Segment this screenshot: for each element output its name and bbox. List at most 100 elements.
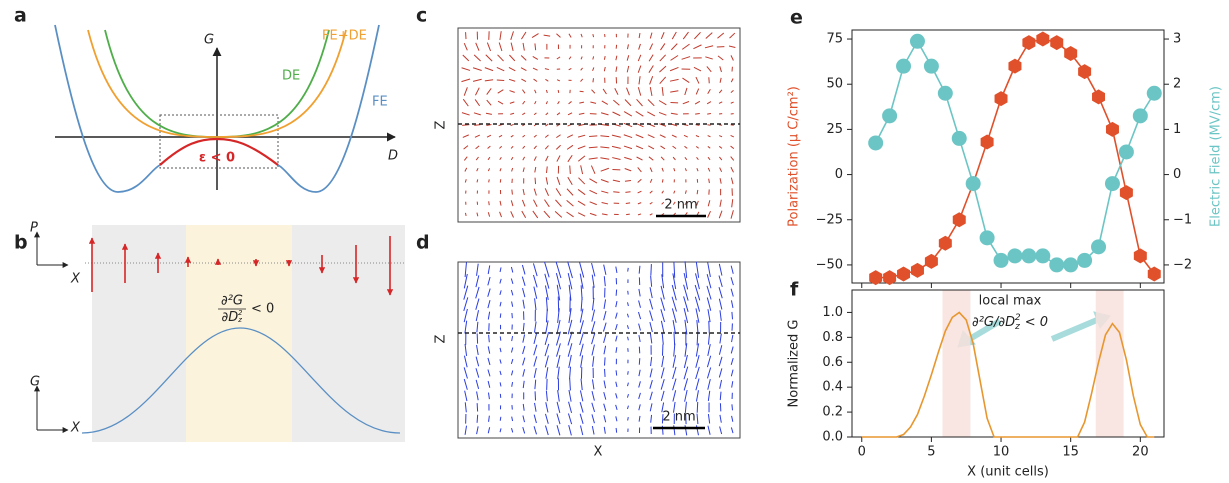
- field-arrow: [463, 145, 469, 150]
- field-arrow: [568, 425, 572, 436]
- field-arrow: [671, 308, 677, 323]
- field-arrow: [544, 188, 550, 196]
- field-arrow: [601, 213, 608, 216]
- field-arrow: [649, 298, 654, 310]
- field-arrow: [580, 56, 583, 60]
- field-arrow: [671, 134, 677, 138]
- field-arrow: [567, 343, 573, 357]
- field-arrow: [638, 33, 641, 39]
- field-arrow: [684, 389, 688, 402]
- field-arrow: [486, 99, 492, 106]
- field-arrow: [638, 323, 641, 331]
- scale-bar-label: 2 nm: [664, 198, 697, 213]
- field-arrow: [718, 101, 723, 104]
- field-arrow: [603, 310, 607, 321]
- field-arrow: [544, 134, 549, 138]
- field-arrow: [637, 311, 642, 320]
- field-arrow: [730, 89, 734, 94]
- field-arrow: [464, 343, 468, 357]
- point: [1146, 85, 1162, 101]
- field-arrow: [591, 321, 596, 334]
- field-arrow: [673, 343, 676, 357]
- field-arrow: [580, 425, 584, 436]
- field-arrow: [603, 345, 607, 355]
- field-arrow: [614, 88, 619, 95]
- field-arrow: [660, 297, 666, 311]
- point: [1022, 35, 1036, 51]
- scale-bar-label: 2 nm: [662, 410, 695, 425]
- y-tick-label: 0.8: [822, 330, 843, 345]
- field-arrow: [499, 157, 502, 161]
- field-arrow: [557, 366, 560, 380]
- field-arrow: [499, 31, 502, 41]
- field-arrow: [603, 56, 606, 60]
- point: [1119, 185, 1133, 201]
- shaded-region: [1095, 290, 1124, 437]
- field-arrow: [637, 190, 642, 194]
- field-arrow: [707, 200, 711, 207]
- point: [1078, 64, 1092, 80]
- field-arrow: [730, 55, 734, 61]
- field-arrow: [638, 415, 641, 422]
- field-arrow: [696, 157, 699, 161]
- field-arrow: [683, 308, 689, 324]
- x-tick-label: 20: [1132, 445, 1149, 460]
- field-arrow: [591, 309, 596, 322]
- field-arrow: [533, 321, 537, 333]
- point: [896, 58, 912, 74]
- field-arrow: [510, 123, 514, 127]
- field-arrow: [531, 33, 539, 38]
- field-arrow: [647, 111, 656, 117]
- field-arrow: [511, 381, 514, 387]
- field-arrow: [464, 179, 467, 183]
- field-arrow: [569, 366, 572, 380]
- field-arrow: [705, 56, 713, 60]
- field-arrow: [556, 56, 561, 60]
- field-arrow: [522, 357, 526, 366]
- legend-label: FE+DE: [322, 29, 367, 44]
- field-arrow: [464, 390, 468, 402]
- field-arrow: [474, 124, 481, 126]
- field-arrow: [718, 368, 723, 378]
- point: [1021, 248, 1037, 264]
- field-arrow: [545, 297, 548, 312]
- field-arrow: [567, 176, 573, 185]
- field-arrow: [499, 290, 502, 296]
- y2-tick-label: −1: [1173, 212, 1192, 227]
- field-arrow: [718, 156, 723, 161]
- field-arrow: [623, 111, 633, 117]
- point: [1064, 45, 1078, 61]
- field-arrow: [615, 416, 618, 422]
- field-arrow: [532, 210, 539, 219]
- field-arrow: [615, 289, 618, 296]
- field-arrow: [649, 379, 653, 389]
- field-arrow: [615, 301, 618, 308]
- field-arrow: [728, 45, 736, 48]
- field-arrow: [626, 87, 630, 96]
- field-arrow: [684, 401, 687, 413]
- field-arrow: [624, 156, 632, 161]
- y2-axis-label: Electric Field (MV/cm): [1209, 86, 1224, 227]
- field-arrow: [464, 320, 468, 334]
- field-arrow: [578, 112, 585, 115]
- fe-curve: [54, 24, 380, 193]
- panel-label: e: [790, 7, 803, 29]
- field-arrow: [522, 369, 526, 377]
- field-arrow: [487, 265, 491, 275]
- field-arrow: [638, 76, 641, 85]
- text-part: 2: [1015, 313, 1021, 323]
- field-arrow: [669, 78, 679, 82]
- field-arrow: [591, 274, 595, 288]
- field-arrow: [499, 278, 502, 284]
- y-tick-label: 0.4: [822, 380, 843, 395]
- field-arrow: [556, 176, 561, 185]
- field-arrow: [696, 331, 699, 346]
- field-arrow: [567, 319, 573, 335]
- field-arrow: [545, 308, 548, 323]
- field-arrow: [510, 358, 514, 365]
- legend-label: FE: [372, 95, 388, 110]
- point: [994, 91, 1008, 107]
- field-arrow: [488, 201, 490, 206]
- field-arrow: [464, 425, 468, 435]
- field-arrow: [556, 319, 561, 335]
